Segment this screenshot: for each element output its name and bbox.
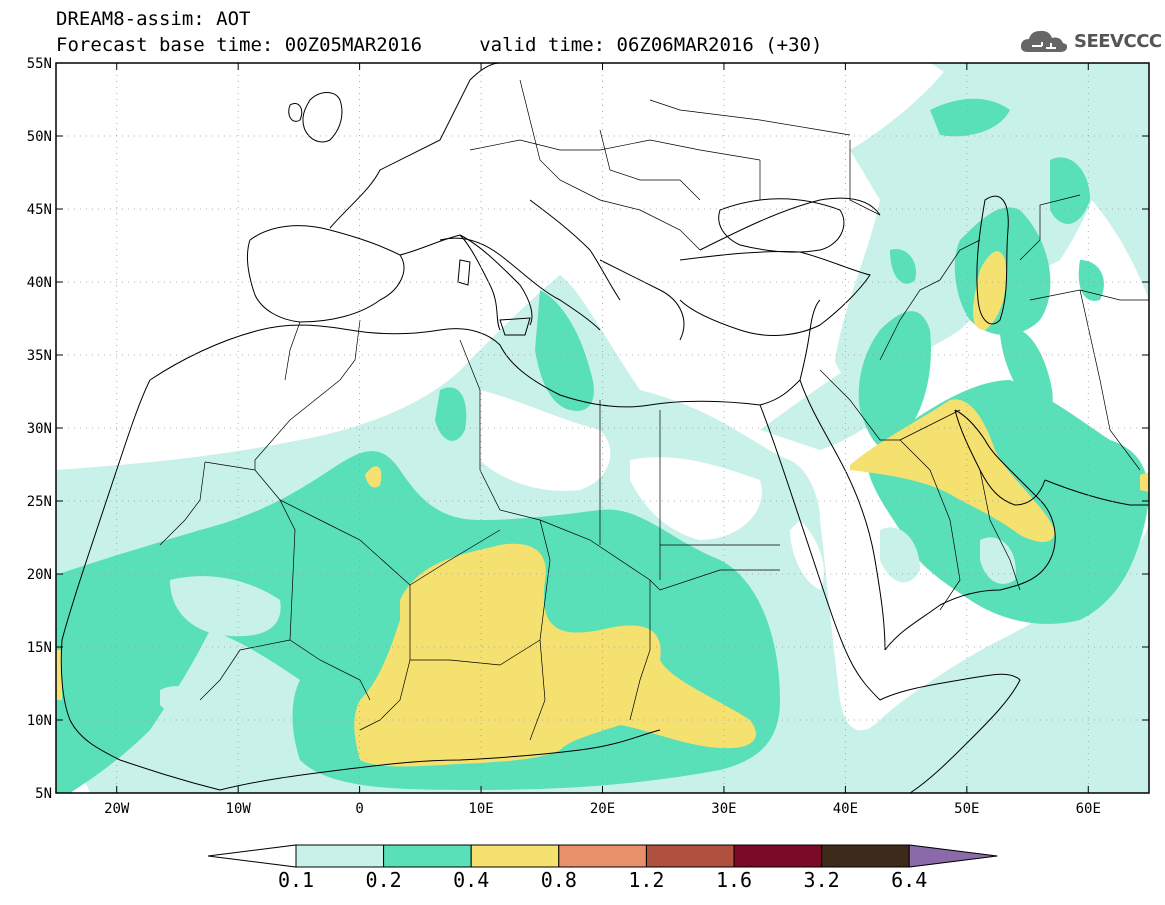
lat-tick-label: 55N — [27, 56, 52, 72]
lon-tick-label: 30E — [711, 801, 736, 817]
colorbar-over-triangle — [908, 844, 998, 868]
cloud-icon — [1020, 30, 1068, 52]
lon-tick-label: 40E — [833, 801, 858, 817]
lat-tick-label: 30N — [27, 421, 52, 437]
coastlines — [60, 63, 1149, 793]
colorbar-swatch — [470, 844, 560, 868]
colorbar-swatch — [733, 844, 823, 868]
lat-tick-label: 45N — [27, 202, 52, 218]
lon-tick-label: 0 — [355, 801, 363, 817]
lat-tick-label: 35N — [27, 348, 52, 364]
forecast-times: Forecast base time: 00Z05MAR2016 valid t… — [56, 34, 823, 56]
colorbar-level-label: 0.2 — [366, 868, 402, 892]
lat-tick-label: 25N — [27, 494, 52, 510]
lat-tick-label: 50N — [27, 129, 52, 145]
colorbar: 0.1 0.2 0.4 0.8 1.2 1.6 3.2 6.4 — [207, 844, 998, 892]
colorbar-swatch — [645, 844, 735, 868]
axis-labels: 20W 10W 0 10E 20E 30E 40E 50E 60E 5N 10N 15N 20N 25N 3… — [27, 56, 1101, 817]
lon-tick-label: 50E — [954, 801, 979, 817]
lon-tick-label: 20W — [104, 801, 130, 817]
axis-ticks — [56, 62, 1149, 794]
lat-tick-label: 15N — [27, 640, 52, 656]
colorbar-swatch — [821, 844, 910, 868]
lon-tick-label: 20E — [590, 801, 615, 817]
lat-tick-label: 5N — [35, 786, 52, 802]
colorbar-level-label: 6.4 — [891, 868, 927, 892]
colorbar-swatch — [558, 844, 647, 868]
aot-shade-0.1-inner — [160, 527, 1016, 720]
lon-tick-label: 10W — [226, 801, 252, 817]
colorbar-level-label: 0.1 — [278, 868, 314, 892]
colorbar-level-label: 1.2 — [628, 868, 664, 892]
colorbar-swatch — [295, 844, 385, 868]
colorbar-swatch — [383, 844, 472, 868]
country-borders — [159, 79, 1149, 741]
lat-tick-label: 40N — [27, 275, 52, 291]
lat-tick-label: 20N — [27, 567, 52, 583]
map-title: DREAM8-assim: AOT — [56, 8, 251, 30]
colorbar-level-label: 3.2 — [804, 868, 840, 892]
logo-text: SEEVCCC — [1074, 30, 1162, 52]
colorbar-level-label: 1.6 — [716, 868, 752, 892]
seevccc-logo: SEEVCCC — [1018, 26, 1162, 56]
lat-tick-label: 10N — [27, 713, 52, 729]
lon-tick-label: 60E — [1076, 801, 1101, 817]
aot-shade-0.4 — [56, 251, 1149, 767]
colorbar-level-label: 0.8 — [541, 868, 577, 892]
colorbar-level-label: 0.4 — [453, 868, 489, 892]
colorbar-under-triangle — [207, 844, 297, 868]
lon-tick-label: 10E — [468, 801, 493, 817]
